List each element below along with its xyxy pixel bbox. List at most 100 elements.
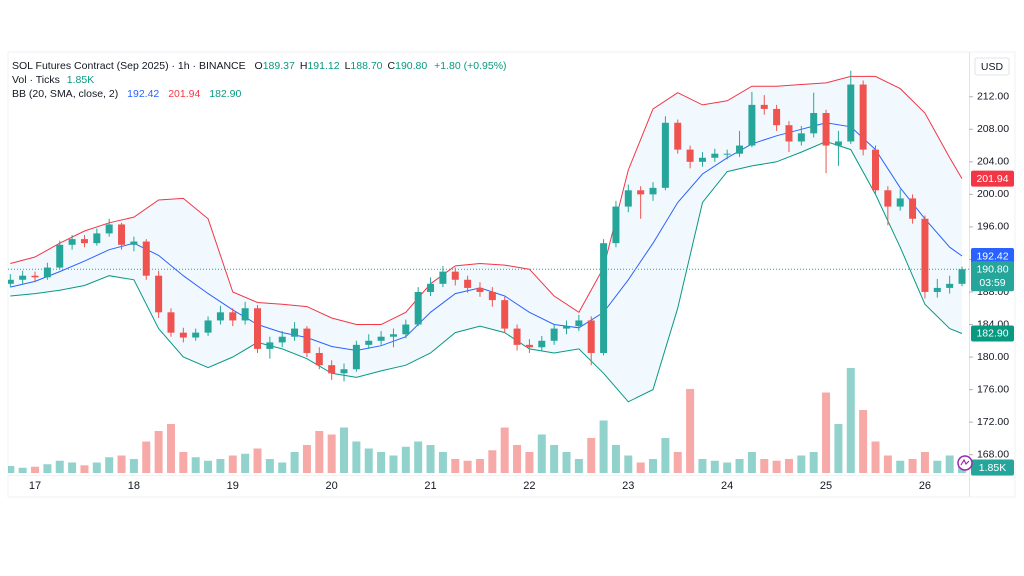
candle-body xyxy=(723,153,731,155)
candle-body xyxy=(797,133,805,142)
volume-bar xyxy=(80,465,89,473)
candle-body xyxy=(834,141,842,146)
candle-body xyxy=(204,320,212,333)
candle-body xyxy=(291,328,299,337)
bb-middle-box xyxy=(971,248,1014,265)
volume-bar xyxy=(883,455,892,473)
legend-row-1: SOL Futures Contract (Sep 2025) · 1h · B… xyxy=(12,60,507,72)
candle-body xyxy=(698,157,706,162)
x-tick-label: 26 xyxy=(919,480,931,492)
candle-body xyxy=(760,104,768,109)
volume-bar xyxy=(426,445,435,473)
volume-bar xyxy=(723,462,732,473)
volume-bar xyxy=(92,462,101,473)
volume-bar xyxy=(129,459,138,473)
volume-bar xyxy=(599,420,608,473)
candle-body xyxy=(402,324,410,335)
volume-bar xyxy=(797,455,806,473)
candle-body xyxy=(637,190,645,195)
candle-body xyxy=(538,340,546,348)
volume-bar xyxy=(784,459,793,473)
candle-body xyxy=(19,275,27,280)
candle-body xyxy=(909,198,917,219)
candle-body xyxy=(476,287,484,292)
candle-body xyxy=(8,279,14,284)
volume-bar xyxy=(377,452,386,473)
volume-bar xyxy=(760,459,769,473)
candle-body xyxy=(736,145,744,154)
candle-body xyxy=(241,308,249,321)
candle-body xyxy=(525,344,533,348)
change: +1.80 (+0.95%) xyxy=(434,60,506,72)
candle-body xyxy=(31,275,39,278)
volume-bar xyxy=(241,453,250,473)
x-tick-label: 24 xyxy=(721,480,733,492)
volume-label: 1.85K xyxy=(979,462,1006,474)
candle-body xyxy=(315,352,323,366)
bb-lower-label: 182.90 xyxy=(976,328,1008,340)
candle-body xyxy=(711,153,719,158)
volume-bar xyxy=(265,459,274,473)
candle-body xyxy=(464,279,472,288)
volume-bar xyxy=(537,434,546,473)
bb-upper-label: 201.94 xyxy=(976,173,1008,185)
x-tick-label: 19 xyxy=(227,480,239,492)
candle-body xyxy=(303,328,311,353)
volume-bar xyxy=(278,462,287,473)
volume-bar xyxy=(228,455,237,473)
ohlc-key: C xyxy=(388,60,396,72)
currency-button[interactable] xyxy=(974,57,1010,76)
bb-lower-value: 182.90 xyxy=(209,88,241,100)
volume-bar xyxy=(166,424,175,473)
candle-body xyxy=(328,365,336,374)
volume-bar xyxy=(686,389,695,473)
y-tick-label: 168.00 xyxy=(977,448,1009,460)
x-tick-label: 22 xyxy=(523,480,535,492)
volume-box xyxy=(971,459,1014,476)
countdown: 03:59 xyxy=(979,277,1005,289)
candle-body xyxy=(352,344,360,370)
volume-bar xyxy=(216,459,225,473)
volume-bar xyxy=(525,452,534,473)
candle-body xyxy=(414,291,422,325)
ohlc-value: 188.70 xyxy=(350,60,382,72)
bb-middle-value: 192.42 xyxy=(127,88,159,100)
candle-body xyxy=(896,198,904,207)
candle-body xyxy=(179,332,187,338)
candle-body xyxy=(216,312,224,321)
band-lower xyxy=(10,140,963,403)
candle-body xyxy=(488,291,496,301)
candle-body xyxy=(513,328,521,345)
candle-body xyxy=(501,300,509,329)
volume-bar xyxy=(105,457,114,473)
volume-bar xyxy=(747,452,756,473)
candle-body xyxy=(451,271,459,280)
band-upper xyxy=(10,75,963,325)
candle-body xyxy=(933,287,941,292)
candle-body xyxy=(575,320,583,327)
symbol-title: SOL Futures Contract (Sep 2025) · 1h · B… xyxy=(12,60,246,72)
ohlc-key: H xyxy=(300,60,308,72)
volume-bar xyxy=(8,466,15,473)
volume-bar xyxy=(68,462,77,473)
candle-body xyxy=(266,342,274,349)
bb-upper-box xyxy=(971,170,1014,187)
x-tick-label: 21 xyxy=(424,480,436,492)
candle-body xyxy=(68,239,76,245)
y-tick-label: 212.00 xyxy=(977,91,1009,103)
volume-bar xyxy=(513,445,522,473)
ohlc-key: L xyxy=(345,60,351,72)
volume-bar xyxy=(896,460,905,473)
volume-bar xyxy=(352,441,361,473)
candle-body xyxy=(80,239,88,244)
volume-bar xyxy=(290,452,299,473)
volume-bar xyxy=(587,438,596,473)
plot-area xyxy=(8,70,969,473)
ohlc-value: 191.12 xyxy=(307,60,339,72)
candle-body xyxy=(43,267,51,278)
volume-bar xyxy=(649,459,658,473)
y-tick-label: 172.00 xyxy=(977,416,1009,428)
candle-body xyxy=(822,113,830,146)
